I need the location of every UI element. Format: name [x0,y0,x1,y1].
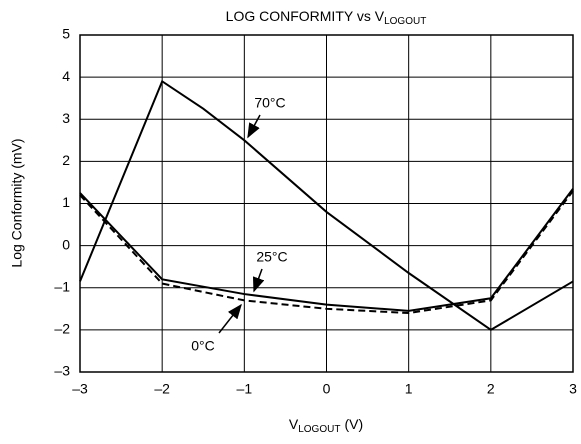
x-tick-label: 0 [323,381,331,397]
x-tick-label: –2 [154,381,170,397]
y-tick-label: –1 [54,278,70,294]
series-label: 70°C [254,95,285,111]
data-line [79,190,574,315]
annotation-arrow [218,303,242,334]
y-tick-label: 0 [62,236,70,252]
x-tick-label: 3 [569,381,577,397]
plot-frame [79,34,574,373]
annotation-arrow [247,114,261,139]
x-tick-label: –1 [237,381,253,397]
y-tick-label: 4 [62,68,70,84]
x-tick-label: 1 [405,381,413,397]
y-tick-label: 3 [62,110,70,126]
data-line [79,79,574,332]
series-label: 0°C [191,338,215,354]
series-label: 25°C [256,249,287,265]
x-axis-label: VLOGOUT (V) [289,416,363,435]
y-tick-label: 5 [62,26,70,42]
data-line [79,188,574,312]
chart-title: LOG CONFORMITY vs VLOGOUT [226,8,427,27]
annotation-arrow [252,268,265,293]
y-tick-label: 2 [62,152,70,168]
x-tick-label: –3 [72,381,88,397]
x-tick-label: 2 [487,381,495,397]
y-axis-label: Log Conformity (mV) [9,138,25,267]
y-tick-label: 1 [62,194,70,210]
y-tick-label: –3 [54,363,70,379]
y-tick-label: –2 [54,321,70,337]
